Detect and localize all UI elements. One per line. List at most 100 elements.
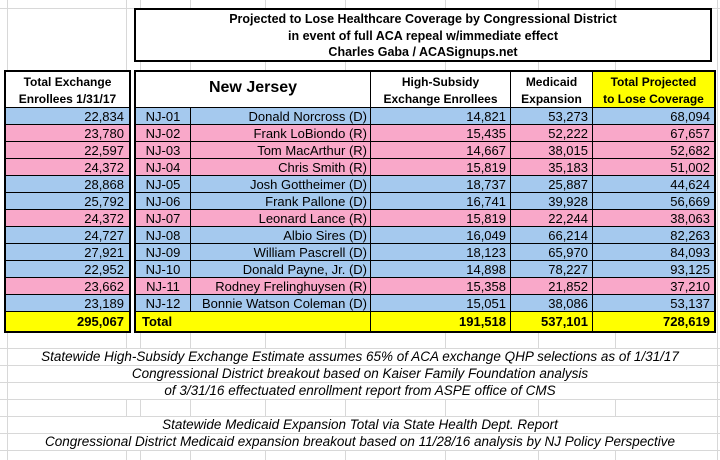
exchange-enrollees-cell: 23,662 [6, 278, 129, 295]
high-subsidy-cell: 15,435 [371, 125, 511, 142]
medicaid-cell: 78,227 [511, 261, 593, 278]
footnote-line: of 3/31/16 effectuated enrollment report… [10, 383, 710, 399]
projected-total-cell: 38,063 [593, 210, 714, 227]
footnote-line: Congressional District Medicaid expansio… [10, 434, 710, 450]
table-row: NJ-11 Rodney Frelinghuysen (R) 15,358 21,85… [136, 278, 714, 295]
projected-total-cell: 84,093 [593, 244, 714, 261]
grid-line [0, 399, 720, 400]
representative-cell: Chris Smith (R) [191, 159, 371, 176]
table-row: NJ-09 William Pascrell (D) 18,123 65,970 84,… [136, 244, 714, 261]
district-cell: NJ-08 [136, 227, 191, 244]
representative-cell: Frank LoBiondo (R) [191, 125, 371, 142]
exchange-enrollees-cell: 22,952 [6, 261, 129, 278]
exchange-enrollees-cell: 24,727 [6, 227, 129, 244]
projected-total-cell: 68,094 [593, 108, 714, 125]
high-subsidy-cell: 14,667 [371, 142, 511, 159]
grid-line [0, 348, 720, 349]
footnote-line: Statewide Medicaid Expansion Total via S… [10, 417, 710, 433]
high-subsidy-cell: 18,737 [371, 176, 511, 193]
projected-total-cell: 37,210 [593, 278, 714, 295]
medicaid-cell: 66,214 [511, 227, 593, 244]
grid-line [0, 382, 720, 383]
total-row: Total 191,518 537,101 728,619 [136, 312, 714, 331]
high-subsidy-cell: 18,123 [371, 244, 511, 261]
table-row: NJ-05 Josh Gottheimer (D) 18,737 25,887 44,6… [136, 176, 714, 193]
grid-line [0, 433, 720, 434]
title-line-3: Charles Gaba / ACASignups.net [328, 45, 518, 59]
exchange-enrollees-cell: 23,189 [6, 295, 129, 312]
district-cell: NJ-12 [136, 295, 191, 312]
exchange-enrollees-cell: 24,372 [6, 210, 129, 227]
district-cell: NJ-05 [136, 176, 191, 193]
representative-cell: Albio Sires (D) [191, 227, 371, 244]
table-row: NJ-03 Tom MacArthur (R) 14,667 38,015 52,682 [136, 142, 714, 159]
representative-cell: William Pascrell (D) [191, 244, 371, 261]
medicaid-cell: 65,970 [511, 244, 593, 261]
medicaid-cell: 22,244 [511, 210, 593, 227]
district-cell: NJ-11 [136, 278, 191, 295]
high-subsidy-cell: 14,821 [371, 108, 511, 125]
medicaid-header: Medicaid Expansion [511, 72, 593, 108]
grid-line [0, 365, 720, 366]
high-subsidy-header-line-2: Exchange Enrollees [383, 91, 498, 106]
title-line-2: in event of full ACA repeal w/immediate … [288, 28, 558, 43]
projected-total-header: Total Projected to Lose Coverage [593, 72, 714, 108]
table-row: NJ-08 Albio Sires (D) 16,049 66,214 82,263 [136, 227, 714, 244]
title-line-1: Projected to Lose Healthcare Coverage by… [229, 12, 617, 26]
high-subsidy-cell: 15,819 [371, 210, 511, 227]
projected-total-cell: 82,263 [593, 227, 714, 244]
representative-cell: Leonard Lance (R) [191, 210, 371, 227]
projected-total-header-line-2: to Lose Coverage [603, 91, 704, 106]
district-cell: NJ-04 [136, 159, 191, 176]
medicaid-header-line-2: Expansion [521, 91, 582, 106]
footnote-line: Statewide High-Subsidy Exchange Estimate… [10, 349, 710, 365]
medicaid-cell: 39,928 [511, 193, 593, 210]
exchange-enrollees-cell: 22,597 [6, 142, 129, 159]
grid-line [0, 416, 720, 417]
medicaid-cell: 25,887 [511, 176, 593, 193]
high-subsidy-cell: 15,051 [371, 295, 511, 312]
total-label: Total [136, 312, 371, 331]
high-subsidy-header-line-1: High-Subsidy [401, 75, 480, 89]
district-cell: NJ-03 [136, 142, 191, 159]
district-cell: NJ-10 [136, 261, 191, 278]
district-table: New Jersey High-Subsidy Exchange Enrolle… [134, 70, 716, 333]
district-cell: NJ-09 [136, 244, 191, 261]
district-cell: NJ-01 [136, 108, 191, 125]
exchange-enrollees-header-line-2: Enrollees 1/31/17 [18, 91, 117, 106]
exchange-enrollees-header: Total Exchange Enrollees 1/31/17 [6, 72, 129, 108]
table-row: NJ-12 Bonnie Watson Coleman (D) 15,051 38,0… [136, 295, 714, 312]
grid-line [0, 450, 720, 451]
medicaid-cell: 21,852 [511, 278, 593, 295]
exchange-enrollees-cell: 28,868 [6, 176, 129, 193]
projected-total-cell: 52,682 [593, 142, 714, 159]
representative-cell: Donald Norcross (D) [191, 108, 371, 125]
total-exchange-enrollees: 295,067 [6, 312, 129, 331]
table-row: NJ-04 Chris Smith (R) 15,819 35,183 51,002 [136, 159, 714, 176]
high-subsidy-cell: 14,898 [371, 261, 511, 278]
projected-total-cell: 67,657 [593, 125, 714, 142]
representative-cell: Rodney Frelinghuysen (R) [191, 278, 371, 295]
district-cell: NJ-02 [136, 125, 191, 142]
high-subsidy-header: High-Subsidy Exchange Enrollees [371, 72, 511, 108]
exchange-enrollees-header-line-1: Total Exchange [23, 75, 112, 89]
representative-cell: Frank Pallone (D) [191, 193, 371, 210]
exchange-enrollees-cell: 27,921 [6, 244, 129, 261]
projected-total-header-line-1: Total Projected [610, 75, 697, 89]
table-row: NJ-07 Leonard Lance (R) 15,819 22,244 38,063 [136, 210, 714, 227]
table-row: NJ-01 Donald Norcross (D) 14,821 53,273 68,0… [136, 108, 714, 125]
district-cell: NJ-07 [136, 210, 191, 227]
exchange-enrollees-cell: 23,780 [6, 125, 129, 142]
exchange-enrollees-column: Total Exchange Enrollees 1/31/17 22,834 2… [4, 70, 131, 333]
medicaid-header-line-1: Medicaid [525, 75, 578, 89]
high-subsidy-cell: 16,049 [371, 227, 511, 244]
table-row: NJ-02 Frank LoBiondo (R) 15,435 52,222 67,65… [136, 125, 714, 142]
medicaid-cell: 53,273 [511, 108, 593, 125]
representative-cell: Bonnie Watson Coleman (D) [191, 295, 371, 312]
representative-cell: Donald Payne, Jr. (D) [191, 261, 371, 278]
table-row: NJ-06 Frank Pallone (D) 16,741 39,928 56,669 [136, 193, 714, 210]
projected-total-cell: 93,125 [593, 261, 714, 278]
state-header: New Jersey [136, 72, 371, 108]
exchange-enrollees-cell: 25,792 [6, 193, 129, 210]
